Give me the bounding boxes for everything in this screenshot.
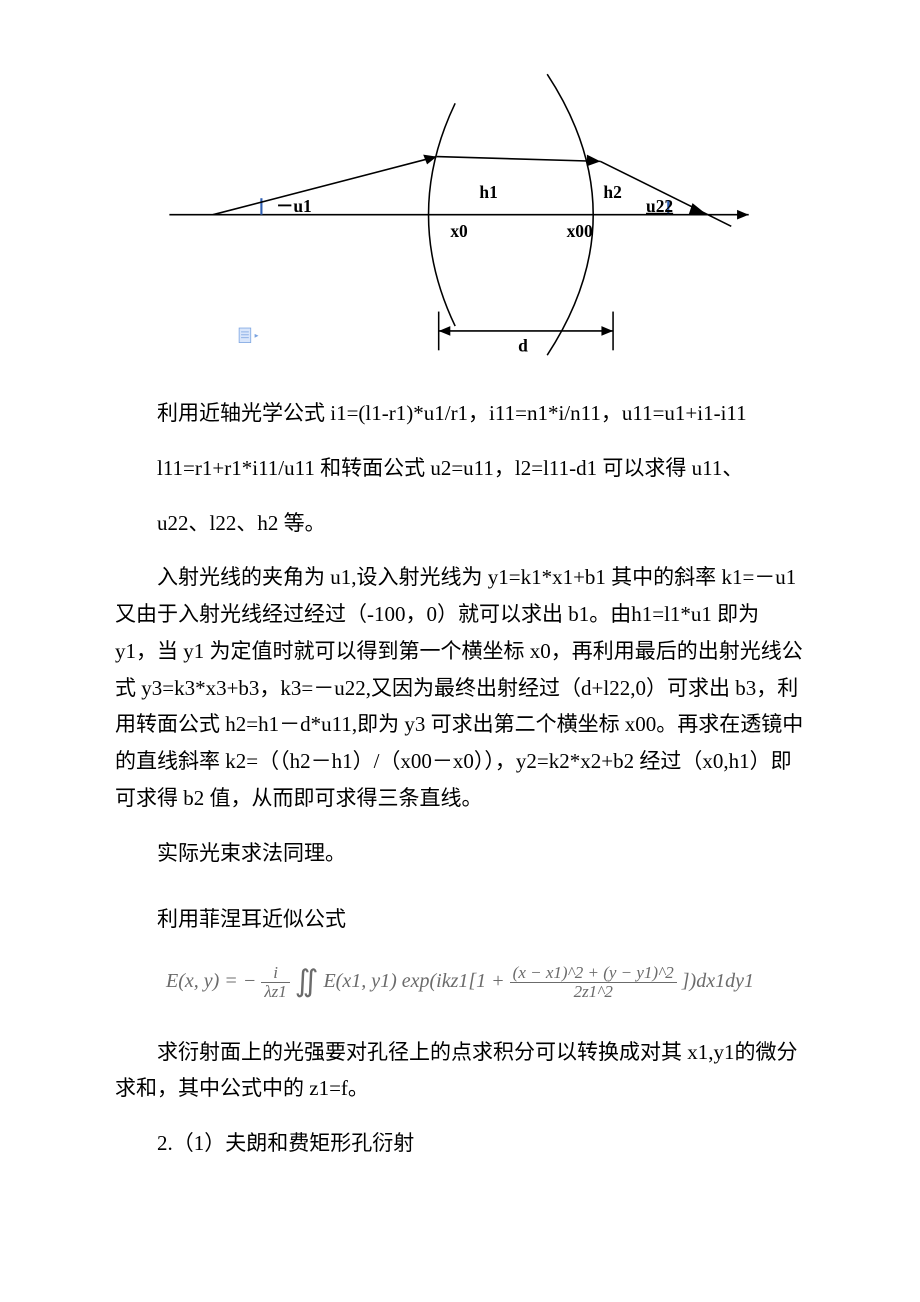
formula-integrand2: ])dx1dy1	[682, 970, 754, 992]
formula-frac2-den: 2z1^2	[510, 983, 677, 1001]
formula-minus: −	[243, 970, 257, 992]
label-d: d	[518, 335, 528, 355]
ray-internal	[437, 157, 601, 162]
label-h2: h2	[603, 182, 621, 202]
paragraph-3: u22、l22、h2 等。	[115, 505, 805, 542]
label-u22: u22	[646, 196, 673, 216]
paragraph-4-body: k1=－u1 又由于入射光线经过经过（-100，0）就可以求出 b1。由h1=l…	[115, 565, 803, 810]
paragraph-2: l11=r1+r1*i11/u11 和转面公式 u2=u11，l2=l11-d1…	[115, 450, 805, 487]
formula-frac1: i λz1	[261, 964, 289, 1001]
optics-diagram-container: －u1 h1 h2 u22 x0 x00 d	[115, 40, 805, 370]
axis-arrowhead	[737, 210, 749, 220]
formula-lhs: E(x, y) =	[166, 970, 243, 992]
paragraph-8: 2.（1）夫朗和费矩形孔衍射	[115, 1125, 805, 1162]
ray-exit-arrow	[689, 203, 707, 215]
fresnel-formula: E(x, y) = − i λz1 ∬ E(x1, y1) exp(ikz1[1…	[115, 956, 805, 1009]
optics-diagram: －u1 h1 h2 u22 x0 x00 d	[150, 40, 770, 370]
fresnel-formula-expression: E(x, y) = − i λz1 ∬ E(x1, y1) exp(ikz1[1…	[166, 956, 754, 1009]
label-x0: x0	[450, 221, 468, 241]
paragraph-6: 利用菲涅耳近似公式	[115, 901, 805, 938]
paragraph-4: 入射光线的夹角为 u1,设入射光线为 y1=k1*x1+b1 其中的斜率 k1=…	[115, 559, 805, 816]
paragraph-1: 利用近轴光学公式 i1=(l1-r1)*u1/r1，i11=n1*i/n11，u…	[115, 395, 805, 432]
label-x00: x00	[567, 221, 593, 241]
formula-integrand1: E(x1, y1) exp(ikz1[1 +	[323, 970, 509, 992]
document-icon	[239, 328, 258, 343]
formula-frac1-num: i	[261, 964, 289, 983]
d-left-arrow	[439, 326, 451, 336]
formula-frac1-den: λz1	[261, 983, 289, 1001]
paragraph-7: 求衍射面上的光强要对孔径上的点求积分可以转换成对其 x1,y1的微分求和，其中公…	[115, 1034, 805, 1108]
label-h1: h1	[479, 182, 497, 202]
formula-frac2-num: (x − x1)^2 + (y − y1)^2	[510, 964, 677, 983]
formula-frac2: (x − x1)^2 + (y − y1)^2 2z1^2	[510, 964, 677, 1001]
paragraph-5: 实际光束求法同理。	[115, 835, 805, 872]
ray-internal-arrow	[587, 155, 601, 167]
paragraph-7-text: 求衍射面上的光强要对孔径上的点求积分可以转换成对其 x1,y1的微分求和，其中公…	[115, 1034, 805, 1108]
label-neg-u1: －u1	[276, 196, 312, 216]
ray-incident	[213, 157, 437, 215]
paragraph-4-first-line: 入射光线的夹角为 u1,设入射光线为 y1=k1*x1+b1 其中的斜率	[115, 559, 716, 596]
formula-double-integral: ∬	[295, 965, 319, 998]
d-right-arrow	[601, 326, 613, 336]
